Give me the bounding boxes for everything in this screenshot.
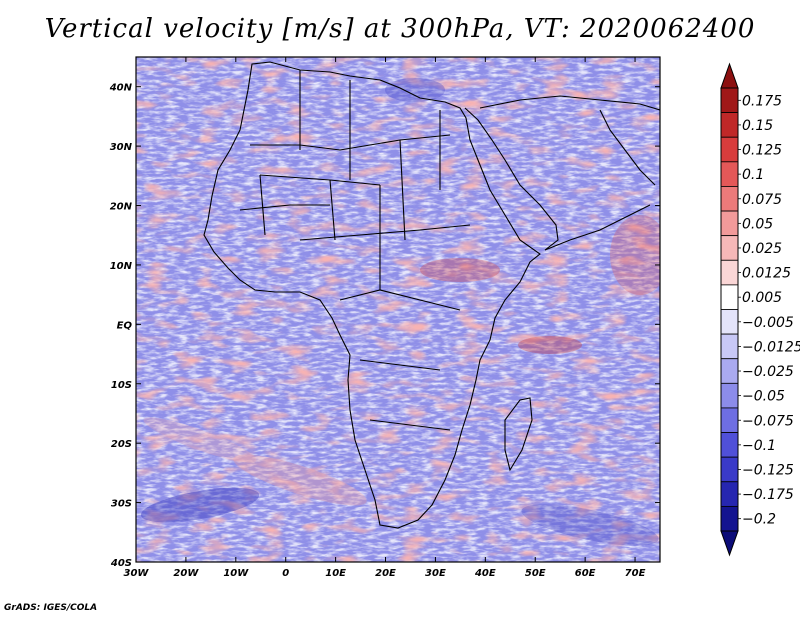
lon-tick-label: 20E [375, 568, 396, 579]
colorbar-label: −0.2 [742, 512, 776, 528]
colorbar-label: −0.1 [742, 438, 776, 454]
lat-tick-label: 30N [110, 142, 133, 153]
lat-tick-label: 40N [109, 83, 133, 94]
colorbar-swatch [720, 186, 739, 212]
colorbar-label: −0.05 [742, 389, 785, 405]
lat-tick-label: 10S [111, 380, 132, 391]
colorbar-swatch [720, 358, 739, 384]
colorbar-swatch [720, 112, 739, 138]
lon-tick-label: 20W [173, 568, 199, 579]
lon-tick-label: 0 [282, 568, 289, 579]
colorbar-swatch [720, 284, 739, 310]
lon-tick-label: 30W [124, 568, 150, 579]
colorbar-swatch [720, 87, 739, 114]
lon-tick-label: 40E [474, 568, 496, 579]
lon-tick-label: 60E [575, 568, 596, 579]
colorbar-bottom-arrow [720, 530, 739, 557]
colorbar-swatch [720, 333, 739, 360]
lon-tick-label: 30E [425, 568, 446, 579]
colorbar-label: 0.125 [742, 143, 782, 159]
colorbar-label: −0.005 [742, 315, 794, 331]
lon-tick-label: 10W [223, 568, 249, 579]
colorbar-label: 0.15 [742, 118, 773, 134]
lon-tick-label: 10E [325, 568, 346, 579]
colorbar-swatch [720, 210, 739, 237]
colorbar: 0.175 0.15 0.125 0.1 0.075 0.05 0.025 0.0125 0.0… [720, 62, 800, 557]
colorbar-label: 0.005 [742, 290, 782, 306]
lat-tick-label: 30S [111, 499, 132, 510]
axis-ticks: 30W 20W 10W 0 10E 20E 30E 40E 50E 60E 70E 40N 30N 20N… [109, 57, 660, 579]
colorbar-label: 0.1 [742, 167, 764, 183]
colorbar-swatch [720, 235, 739, 261]
colorbar-swatch [720, 259, 739, 286]
colorbar-swatch [720, 432, 739, 458]
lat-tick-label: 40S [110, 558, 132, 569]
lon-tick-label: 70E [625, 568, 646, 579]
coastline-borders [203, 61, 660, 529]
colorbar-swatch [720, 407, 739, 433]
lat-tick-label: EQ [117, 320, 133, 331]
colorbar-top-arrow [720, 62, 739, 89]
colorbar-swatch [720, 136, 739, 163]
colorbar-label: 0.075 [742, 192, 782, 208]
colorbar-label: −0.075 [742, 413, 794, 429]
map-title: Vertical velocity [m/s] at 300hPa, VT: 2… [44, 14, 756, 44]
colorbar-swatch [720, 382, 739, 409]
lat-tick-label: 20S [111, 439, 132, 450]
colorbar-swatch [720, 456, 739, 483]
colorbar-label: 0.0125 [742, 266, 791, 282]
colorbar-label: 0.05 [742, 216, 773, 232]
colorbar-label: −0.0125 [742, 339, 800, 355]
colorbar-label: 0.175 [742, 93, 782, 109]
plot-frame [135, 56, 661, 563]
colorbar-swatch [720, 161, 739, 187]
lat-tick-label: 20N [110, 202, 133, 213]
colorbar-swatch [720, 481, 739, 507]
colorbar-label: −0.025 [742, 364, 794, 380]
credit-label: GrADS: IGES/COLA [4, 603, 98, 613]
velocity-field [136, 57, 660, 562]
lon-tick-label: 50E [525, 568, 546, 579]
colorbar-swatch [720, 309, 739, 335]
colorbar-frame [720, 87, 739, 532]
colorbar-label: −0.125 [742, 462, 794, 478]
colorbar-label: −0.175 [742, 487, 794, 503]
colorbar-swatch [720, 505, 739, 532]
colorbar-label: 0.025 [742, 241, 782, 257]
lat-tick-label: 10N [110, 261, 133, 272]
